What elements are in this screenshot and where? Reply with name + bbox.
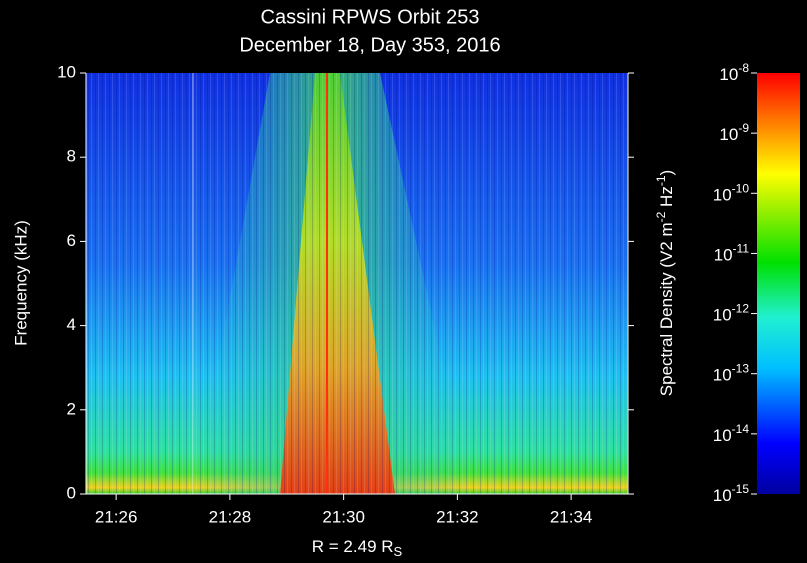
tick-base: 10 xyxy=(714,246,733,265)
colorbar-tick-label: 10-8 xyxy=(719,61,749,84)
tick-base: 10 xyxy=(713,186,732,205)
colorbar-tick-label: 10-15 xyxy=(713,482,750,505)
label-text: Hz xyxy=(657,186,676,212)
tick-base: 10 xyxy=(713,486,732,505)
colorbar-tick-label: 10-12 xyxy=(713,302,750,325)
y-tick-label: 6 xyxy=(67,231,76,250)
chart-subtitle: December 18, Day 353, 2016 xyxy=(239,34,500,56)
tick-exponent: -10 xyxy=(732,181,750,195)
tick-base: 10 xyxy=(713,426,732,445)
x-tick-label: 21:26 xyxy=(95,507,138,526)
colorbar-label: Spectral Density (V2 m-2 Hz-1) xyxy=(654,170,676,396)
tick-base: 10 xyxy=(713,366,732,385)
colorbar xyxy=(757,73,800,494)
tick-exponent: -12 xyxy=(732,302,750,316)
tick-base: 10 xyxy=(719,65,738,84)
x-axis-label: R = 2.49 RS xyxy=(312,537,403,559)
tick-exponent: -15 xyxy=(732,482,750,496)
chart-title: Cassini RPWS Orbit 253 xyxy=(261,6,480,28)
x-tick-label: 21:30 xyxy=(322,507,365,526)
x-tick-label: 21:34 xyxy=(550,507,593,526)
label-text: ) xyxy=(657,170,676,176)
y-tick-label: 4 xyxy=(67,315,76,334)
y-tick-label: 0 xyxy=(67,483,76,502)
spectrogram-image xyxy=(86,73,628,494)
superscript: -1 xyxy=(654,175,668,186)
x-tick-label: 21:28 xyxy=(209,507,252,526)
tick-exponent: -13 xyxy=(732,362,750,376)
colorbar-tick-label: 10-10 xyxy=(713,181,750,204)
x-tick-label: 21:32 xyxy=(436,507,479,526)
y-tick-label: 2 xyxy=(67,399,76,418)
tick-base: 10 xyxy=(713,306,732,325)
colorbar-tick-label: 10-9 xyxy=(719,121,749,144)
subscript: S xyxy=(394,544,403,559)
tick-exponent: -14 xyxy=(732,422,750,436)
tick-base: 10 xyxy=(719,126,738,145)
superscript: -2 xyxy=(654,211,668,222)
tick-exponent: -8 xyxy=(738,61,749,75)
y-tick-label: 8 xyxy=(67,147,76,166)
colorbar-tick-label: 10-11 xyxy=(714,242,750,265)
y-axis-label: Frequency (kHz) xyxy=(11,220,30,346)
colorbar-tick-label: 10-13 xyxy=(713,362,750,385)
label-text: Spectral Density (V2 m xyxy=(657,222,676,396)
label-text: R = 2.49 R xyxy=(312,537,394,556)
tick-exponent: -11 xyxy=(733,242,750,256)
y-tick-label: 10 xyxy=(57,62,76,81)
tick-exponent: -9 xyxy=(738,121,749,135)
colorbar-tick-label: 10-14 xyxy=(713,422,750,445)
